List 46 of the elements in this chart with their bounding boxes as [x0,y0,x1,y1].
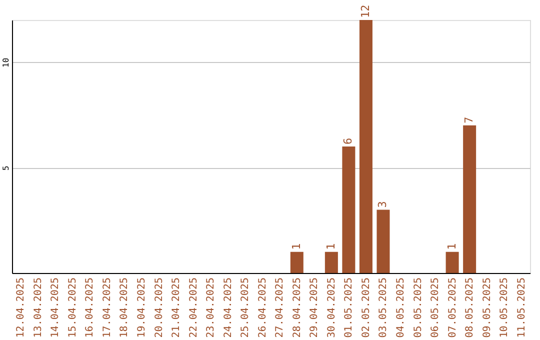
x-tick-label: 23.04.2025 [206,278,217,338]
x-tick-label: 22.04.2025 [188,278,200,338]
x-tick-label: 05.05.2025 [412,278,424,338]
x-tick-label: 20.04.2025 [154,278,165,338]
x-tick-label: 09.05.2025 [482,278,493,338]
x-tick-label: 04.05.2025 [396,278,406,338]
x-tick-label: 18.04.2025 [119,278,130,338]
x-tick-label: 14.04.2025 [50,278,62,338]
bar [359,20,372,273]
x-tick-label: 17.04.2025 [102,278,113,338]
x-tick-label: 07.05.2025 [447,278,458,338]
x-tick-label: 29.04.2025 [309,278,320,338]
data-label: 1 [324,243,338,250]
data-label: 1 [290,243,303,250]
x-tick-label: 03.05.2025 [378,278,390,338]
bar [376,210,390,273]
x-tick-label: 30.04.2025 [326,278,338,338]
x-tick-label: 28.04.2025 [292,278,303,338]
x-tick-label: 24.04.2025 [222,278,234,338]
bar [446,252,459,273]
x-tick-label: 21.04.2025 [171,278,182,338]
x-tick-label: 12.04.2025 [16,278,27,338]
bar [342,146,356,273]
x-tick-label: 16.04.2025 [84,278,96,338]
x-tick-label: 11.05.2025 [516,278,528,338]
data-label: 3 [376,201,390,208]
x-tick-label: 26.04.2025 [257,278,268,338]
data-label: 12 [358,4,372,18]
x-tick-label: 15.04.2025 [67,278,78,338]
x-tick-label: 13.04.2025 [32,278,44,338]
x-tick-label: 19.04.2025 [136,278,148,338]
x-tick-label: 02.05.2025 [360,278,372,338]
x-tick-label: 10.05.2025 [499,278,510,338]
bar [290,252,304,273]
data-label: 1 [445,243,458,250]
x-tick-label: 01.05.2025 [344,278,355,338]
y-tick-label: 10 [2,58,10,68]
bar [463,125,476,273]
x-tick-label: 27.04.2025 [274,278,286,338]
data-label: 7 [462,116,476,124]
y-tick-label: 5 [2,165,10,170]
x-tick-label: 06.05.2025 [430,278,442,338]
bar [324,252,338,273]
x-tick-label: 25.04.2025 [240,278,252,338]
data-label: 6 [342,138,355,144]
x-tick-label: 08.05.2025 [464,278,476,338]
